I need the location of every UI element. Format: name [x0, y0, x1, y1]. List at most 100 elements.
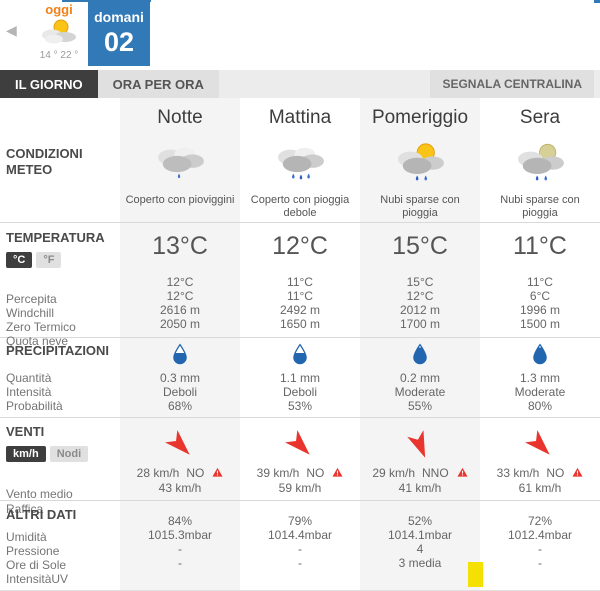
wind-direction: NNO [422, 466, 449, 480]
intensita-value: Deboli [282, 385, 318, 399]
intensita-value: Deboli [162, 385, 198, 399]
percepita-value: 11°C [527, 275, 553, 289]
day-tab-today[interactable]: oggi 14 ° 22 ° [30, 2, 88, 66]
wind-direction-arrow-icon [524, 429, 550, 455]
row-label-intensita-uv: IntensitàUV [6, 572, 69, 586]
wind-section-label: VENTI [6, 424, 45, 439]
conditions-section-label: CONDIZIONI METEO [6, 146, 83, 177]
zero-termico-value: 2012 m [399, 303, 441, 317]
pressione-value: 1012.4mbar [507, 528, 573, 542]
probabilita-value: 68% [167, 399, 193, 413]
previous-day-arrow-icon[interactable]: ◀ [6, 22, 17, 38]
row-label-percepita: Percepita [6, 292, 57, 306]
segnala-centralina-button[interactable]: SEGNALA CENTRALINA [430, 70, 594, 98]
percepita-value: 12°C [166, 275, 194, 289]
precipitation-section-label: PRECIPITAZIONI [6, 343, 110, 358]
day-tab-tomorrow[interactable]: domani 02 [88, 2, 150, 66]
row-label-vento-medio: Vento medio [6, 487, 73, 501]
condition-description: Coperto con pioggia debole [250, 194, 350, 219]
intensita-value: Moderate [514, 385, 566, 399]
wind-gust: 59 km/h [278, 481, 322, 495]
today-temp-range: 14 ° 22 ° [39, 50, 79, 61]
ore-di-sole-value: - [178, 542, 182, 556]
raindrop-icon [293, 343, 307, 365]
wind-warning-icon [212, 467, 223, 477]
today-label: oggi [45, 2, 73, 17]
wind-gust: 43 km/h [158, 481, 202, 495]
tab-il-giorno[interactable]: IL GIORNO [0, 70, 98, 98]
wind-direction: NO [306, 466, 325, 480]
wind-speed: 29 km/h [372, 466, 415, 480]
zero-termico-value: 1996 m [519, 303, 561, 317]
row-label-quota-neve: Quota neve [6, 334, 69, 348]
wind-speed: 28 km/h [136, 466, 180, 480]
kmh-button[interactable]: km/h [6, 446, 46, 462]
condition-description: Coperto con pioviggini [125, 194, 235, 206]
probabilita-value: 55% [407, 399, 433, 413]
row-label-windchill: Windchill [6, 306, 55, 320]
tab-ora-per-ora[interactable]: ORA PER ORA [97, 70, 219, 98]
intensita-uv-value: 3 media [398, 556, 442, 570]
quota-neve-value: 2050 m [159, 317, 201, 331]
windchill-value: 6°C [529, 289, 551, 303]
wind-direction-arrow-icon [164, 429, 190, 455]
row-label-zero-termico: Zero Termico [6, 320, 76, 334]
wind-direction-arrow-icon [407, 430, 426, 458]
wind-speed: 39 km/h [256, 466, 300, 480]
quota-neve-value: 1500 m [519, 317, 561, 331]
main-temperature: 13°C [152, 232, 208, 260]
zero-termico-value: 2492 m [279, 303, 321, 317]
sun-clouds-icon [42, 19, 76, 44]
ore-di-sole-value: - [298, 542, 302, 556]
percepita-value: 15°C [406, 275, 434, 289]
decorative-corner [594, 0, 600, 3]
quantita-value: 1.3 mm [519, 371, 560, 385]
overcast-rain-icon [278, 147, 324, 180]
temperature-section-label: TEMPERATURA [6, 230, 105, 245]
probabilita-value: 53% [287, 399, 313, 413]
column-header-mattina: Mattina [268, 107, 332, 128]
umidita-value: 72% [527, 514, 553, 528]
pressione-value: 1014.1mbar [387, 528, 453, 542]
quantita-value: 1.1 mm [279, 371, 320, 385]
overcast-drizzle-icon [158, 147, 204, 179]
wind-gust: 41 km/h [398, 481, 442, 495]
date-navigation: ◀ oggi 14 ° 22 ° domani 02 [0, 0, 600, 70]
column-header-sera: Sera [519, 107, 561, 128]
section-precipitazioni: PRECIPITAZIONI Quantità Intensità Probab… [0, 337, 600, 417]
wind-warning-icon [332, 467, 343, 477]
intensita-uv-value: - [178, 556, 182, 570]
wind-warning-icon [457, 467, 468, 477]
quota-neve-value: 1700 m [399, 317, 441, 331]
sun-clouds-rain-icon [398, 143, 444, 181]
raindrop-icon [173, 343, 187, 365]
fahrenheit-button[interactable]: °F [36, 252, 62, 268]
section-temperatura: TEMPERATURA °C °F Percepita Windchill Ze… [0, 222, 600, 348]
row-label-raffica: Raffica [6, 502, 44, 516]
intensita-uv-value: - [298, 556, 302, 570]
view-tabbar: IL GIORNO ORA PER ORA SEGNALA CENTRALINA [0, 70, 600, 98]
moon-clouds-rain-icon [518, 143, 564, 181]
tomorrow-label: domani [94, 9, 144, 25]
intensita-value: Moderate [394, 385, 446, 399]
knots-button[interactable]: Nodi [49, 446, 89, 462]
section-altri-dati: ALTRI DATI Umidità Pressione Ore di Sole… [0, 500, 600, 591]
wind-warning-icon [572, 467, 583, 477]
umidita-value: 84% [167, 514, 193, 528]
celsius-button[interactable]: °C [6, 252, 33, 268]
main-temperature: 12°C [272, 232, 328, 260]
active-day-indicator [62, 0, 151, 2]
wind-direction: NO [186, 466, 205, 480]
pressione-value: 1015.3mbar [147, 528, 213, 542]
windchill-value: 12°C [406, 289, 434, 303]
tabbar-spacer [219, 70, 431, 98]
windchill-value: 11°C [287, 289, 313, 303]
main-temperature: 15°C [392, 232, 448, 260]
quantita-value: 0.3 mm [159, 371, 200, 385]
row-label-quantita: Quantità [6, 371, 52, 385]
wind-gust: 61 km/h [518, 481, 562, 495]
ore-di-sole-value: - [538, 542, 542, 556]
intensita-uv-value: - [538, 556, 542, 570]
row-label-ore-di-sole: Ore di Sole [6, 558, 67, 572]
